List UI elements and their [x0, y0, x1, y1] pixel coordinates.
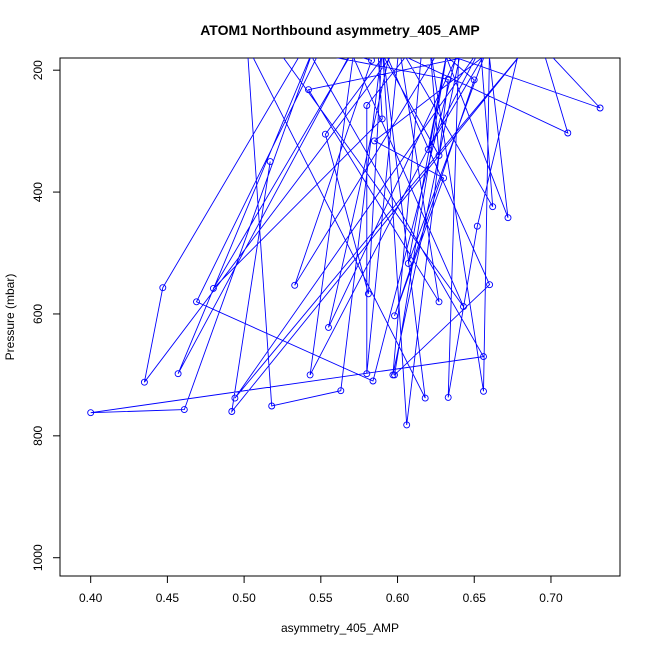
x-tick-label: 0.70	[539, 591, 563, 605]
x-tick-label: 0.45	[156, 591, 180, 605]
data-point	[504, 214, 512, 222]
data-point	[369, 377, 377, 385]
data-point	[325, 323, 332, 331]
data-point	[87, 409, 95, 417]
data-point	[337, 387, 345, 395]
data-point	[489, 203, 497, 211]
series-line	[90, 58, 601, 425]
x-tick-label: 0.40	[79, 591, 103, 605]
data-point	[159, 284, 167, 292]
y-tick-label: 400	[31, 182, 45, 202]
data-point	[193, 298, 200, 306]
data-point	[363, 370, 371, 378]
data-point	[321, 130, 329, 138]
y-tick-label: 800	[31, 426, 45, 446]
x-axis-label: asymmetry_405_AMP	[281, 621, 399, 635]
data-point	[305, 86, 312, 94]
data-point	[460, 303, 467, 311]
y-tick-label: 200	[31, 60, 45, 80]
data-point	[435, 152, 443, 159]
chart-title: ATOM1 Northbound asymmetry_405_AMP	[200, 22, 480, 38]
data-point	[364, 290, 372, 298]
data-point	[424, 145, 432, 153]
data-point	[209, 284, 217, 292]
data-point	[480, 353, 487, 361]
x-tick-label: 0.50	[232, 591, 256, 605]
y-tick-label: 1000	[31, 544, 45, 571]
data-point	[480, 387, 487, 395]
data-point	[371, 137, 378, 145]
data-point	[228, 408, 236, 415]
data-point	[440, 174, 448, 182]
data-point	[486, 281, 494, 289]
data-point	[564, 129, 572, 137]
data-point	[473, 222, 481, 230]
data-point	[391, 312, 398, 320]
x-axis: 0.40 0.45 0.50 0.55 0.60 0.65 0.70	[79, 575, 563, 605]
data-point	[231, 394, 239, 402]
data-point	[404, 259, 412, 267]
data-point	[378, 115, 386, 123]
data-point	[435, 298, 443, 306]
data-point	[596, 104, 604, 112]
data-point	[266, 158, 274, 166]
data-point	[444, 75, 452, 83]
data-point	[140, 378, 148, 386]
data-point	[180, 406, 188, 414]
x-tick-label: 0.65	[463, 591, 487, 605]
data-point	[306, 371, 314, 379]
y-axis: 200 400 600 800 1000	[31, 60, 61, 571]
data-point	[403, 421, 411, 429]
data-point	[268, 402, 276, 410]
data-point	[174, 370, 182, 378]
data-point	[291, 281, 299, 289]
data-point	[444, 393, 452, 401]
y-tick-label: 600	[31, 304, 45, 324]
y-axis-label: Pressure (mbar)	[3, 274, 17, 361]
data-point	[363, 102, 371, 109]
x-tick-label: 0.60	[386, 591, 410, 605]
data-point	[391, 371, 398, 379]
data-layer	[87, 58, 604, 429]
x-tick-label: 0.55	[309, 591, 333, 605]
data-point	[368, 58, 375, 64]
data-point	[470, 76, 478, 84]
data-point	[421, 394, 429, 402]
